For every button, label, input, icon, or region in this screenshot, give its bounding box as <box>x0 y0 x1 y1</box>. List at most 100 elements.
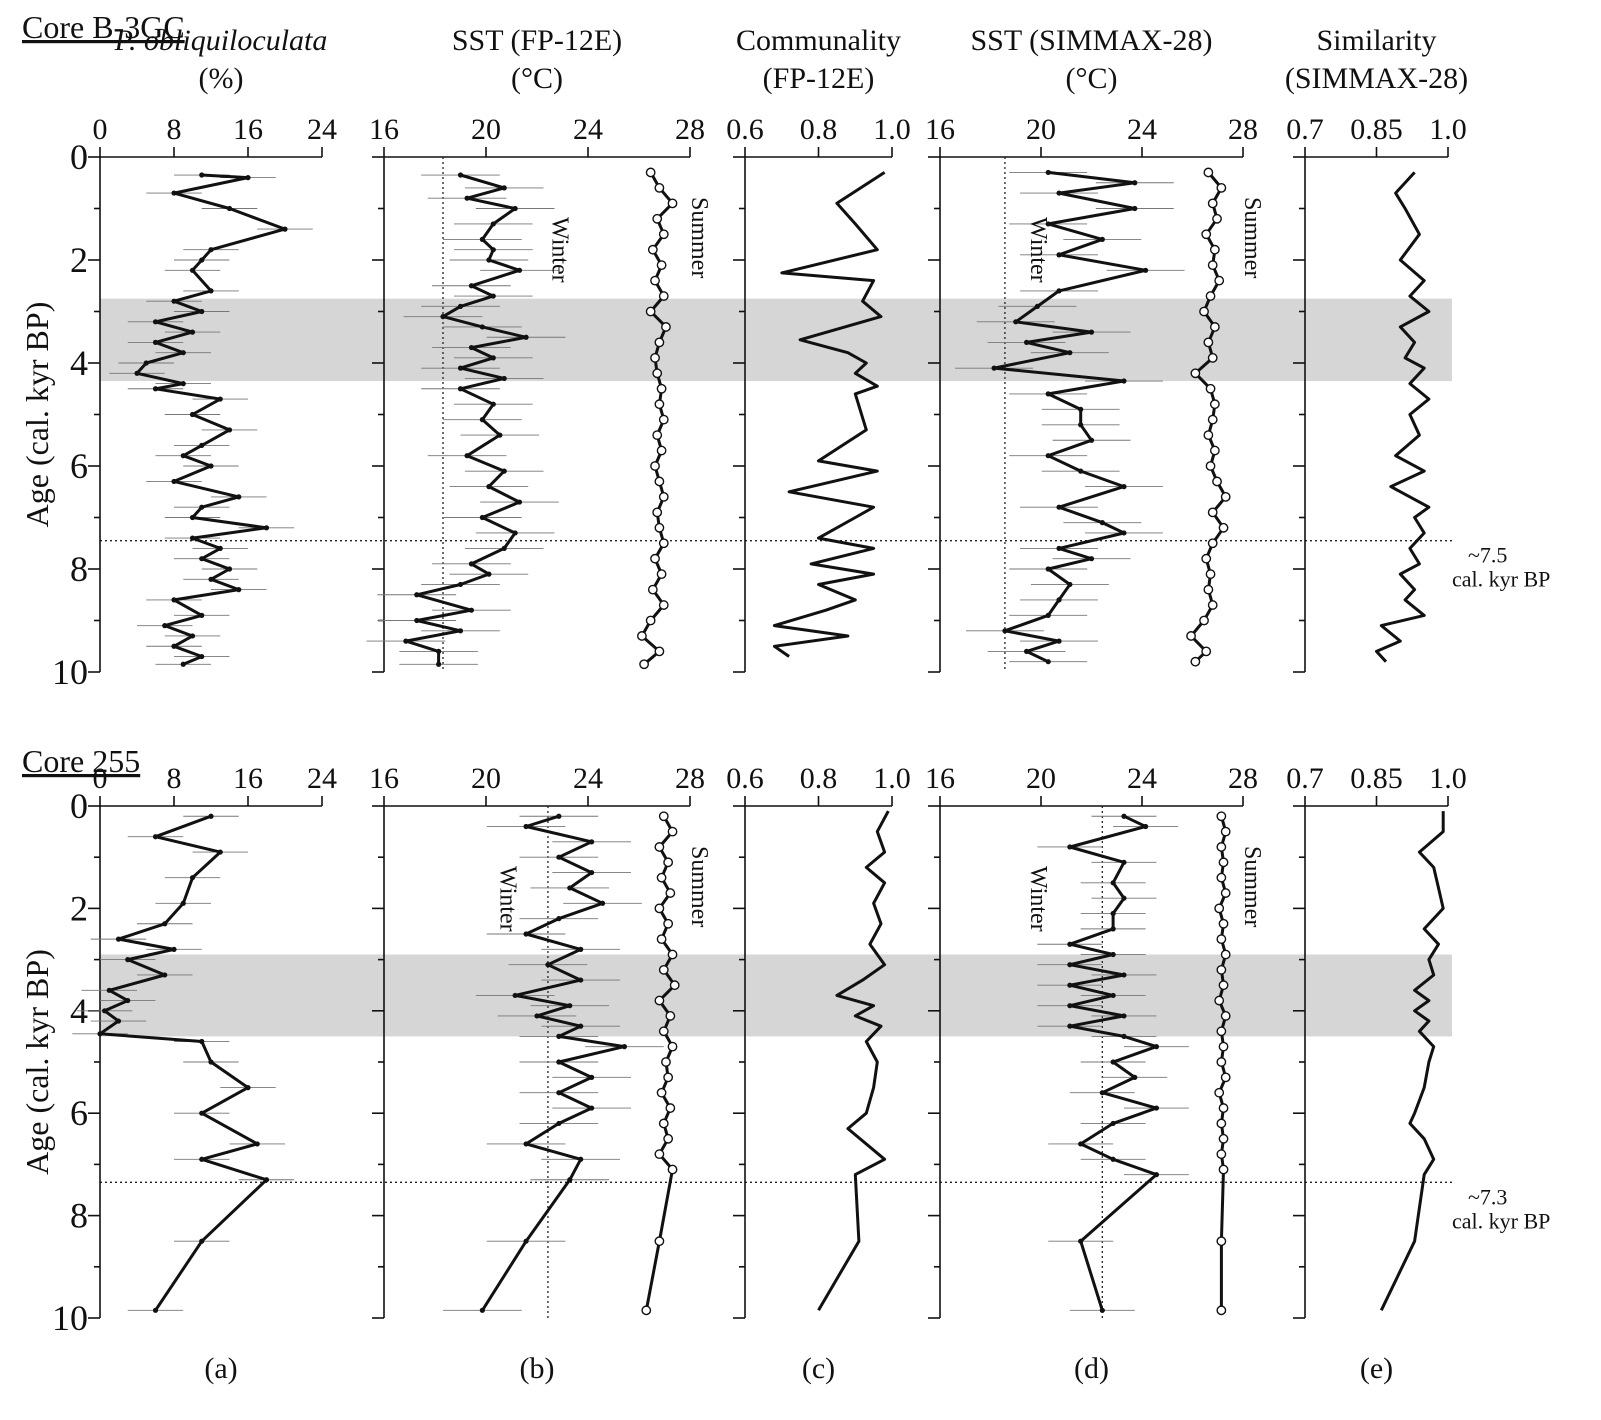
data-point <box>1045 453 1051 459</box>
x-tick-label: 0.8 <box>800 762 838 795</box>
data-point <box>1214 995 1225 1006</box>
data-point <box>1218 1041 1229 1052</box>
panel-letter: (e) <box>1360 1352 1393 1385</box>
data-point <box>656 569 667 580</box>
data-point <box>1056 504 1062 510</box>
data-point <box>1056 545 1062 552</box>
winter-label: Winter <box>546 217 572 283</box>
data-point <box>516 499 523 505</box>
data-point <box>263 525 270 531</box>
data-point <box>567 885 573 891</box>
data-point <box>545 962 551 968</box>
data-point <box>125 997 131 1004</box>
series-main <box>109 172 313 667</box>
data-point <box>637 631 647 641</box>
data-point <box>658 600 669 610</box>
panel-title-unit: (°C) <box>1066 62 1118 95</box>
data-point <box>171 190 177 196</box>
data-point <box>656 934 667 945</box>
series-main <box>1375 171 1431 663</box>
data-point <box>464 453 470 459</box>
x-tick-label: 16 <box>925 113 955 146</box>
summer-label: Summer <box>686 846 712 927</box>
data-point <box>217 396 223 402</box>
data-point <box>1121 1033 1127 1039</box>
panel-title: P. obliquiloculata <box>114 24 328 57</box>
panel-4: 16 20 24 28 SST (SIMMAX-28) (°C) Winter Summer <box>925 24 1265 673</box>
x-tick-label: 16 <box>369 113 399 146</box>
data-point <box>501 545 507 552</box>
data-point <box>1205 383 1216 394</box>
data-point <box>199 172 205 178</box>
data-point <box>189 633 196 639</box>
data-point <box>652 430 663 440</box>
data-point <box>654 1236 665 1247</box>
data-point <box>152 386 159 392</box>
data-point <box>1199 615 1209 626</box>
data-point <box>578 1023 584 1029</box>
data-point <box>589 1105 595 1111</box>
data-point <box>661 322 671 332</box>
series-summer <box>641 811 680 1316</box>
data-point <box>171 643 177 649</box>
data-point <box>658 964 669 975</box>
series-line <box>772 171 886 658</box>
summer-label: Summer <box>1239 846 1265 927</box>
data-point <box>1205 291 1216 301</box>
data-point <box>1207 507 1218 518</box>
data-point <box>654 182 665 193</box>
data-point <box>578 946 584 952</box>
data-point <box>1212 213 1222 224</box>
data-point <box>656 260 667 271</box>
data-point <box>654 522 665 533</box>
panel-letter: (c) <box>802 1352 835 1385</box>
data-point <box>661 1057 671 1067</box>
panel-3: 0.6 0.8 1.0 (c) <box>726 762 911 1385</box>
y-tick-label: 8 <box>70 1196 88 1236</box>
data-point <box>226 427 233 433</box>
reference-age-label: ~7.5 <box>1468 543 1507 568</box>
data-point <box>143 360 149 366</box>
data-point <box>208 247 214 253</box>
data-point <box>440 314 446 320</box>
data-point <box>663 1072 674 1083</box>
series-main <box>817 810 890 1312</box>
data-point <box>457 172 464 178</box>
y-tick-label: 4 <box>70 343 88 383</box>
data-point <box>567 1003 573 1009</box>
data-point <box>1153 1172 1160 1178</box>
x-tick-label: 24 <box>307 113 337 146</box>
data-point <box>654 842 665 852</box>
data-point <box>486 484 492 490</box>
x-tick-label: 0.7 <box>1286 113 1324 146</box>
data-point <box>667 198 678 209</box>
data-point <box>468 607 475 613</box>
x-tick-label: 1.0 <box>1429 762 1467 795</box>
data-point <box>457 303 464 309</box>
data-point <box>1121 484 1127 490</box>
x-tick-label: 1.0 <box>1429 113 1467 146</box>
series-main <box>1379 811 1445 1311</box>
data-point <box>1201 553 1212 564</box>
data-point <box>589 1074 595 1080</box>
data-point <box>501 375 507 382</box>
data-point <box>1088 437 1095 443</box>
series-summer <box>637 167 678 670</box>
series-line <box>1375 171 1431 663</box>
data-point <box>199 308 205 315</box>
data-point <box>578 977 584 983</box>
data-point <box>436 661 442 667</box>
x-tick-label: 24 <box>573 113 603 146</box>
data-point <box>171 478 177 485</box>
data-point <box>134 370 140 376</box>
data-point <box>199 504 205 510</box>
data-point <box>1205 569 1216 580</box>
data-point <box>1110 910 1116 917</box>
summer-label: Summer <box>1239 197 1265 278</box>
panel-5: 0.7 0.85 1.0 (e) <box>1286 762 1467 1385</box>
data-point <box>1207 198 1218 209</box>
data-point <box>1121 813 1127 819</box>
data-point <box>1207 538 1218 549</box>
